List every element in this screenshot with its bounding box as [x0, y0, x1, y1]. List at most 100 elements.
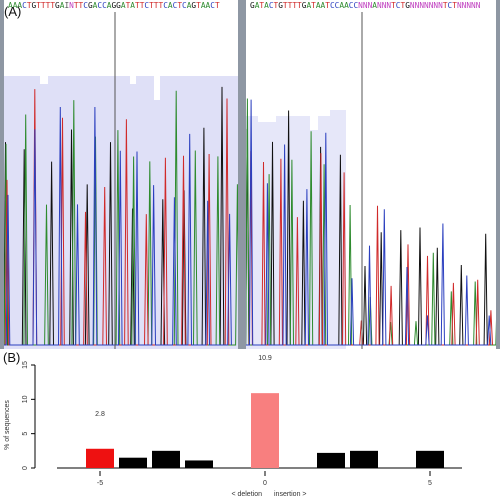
panel-a-label: (A)	[4, 4, 22, 19]
base-letter: N	[414, 1, 420, 10]
y-tick-label: 0	[22, 466, 29, 470]
bar-2	[317, 452, 345, 468]
base-letter: T	[325, 1, 330, 10]
base-letter: N	[433, 1, 439, 10]
x-axis-label-deletion: < deletion	[231, 491, 262, 498]
base-letter: N	[362, 1, 368, 10]
left-chromatogram: AAACTGTTTTGAINTTCGACCAGGATATTCTTTCACTCAG…	[4, 0, 238, 349]
base-letter: A	[254, 1, 260, 10]
base-letter: T	[177, 1, 183, 10]
base-letter: A	[320, 1, 326, 10]
base-letter: A	[8, 1, 13, 10]
base-letter: N	[466, 1, 472, 10]
base-letter: T	[196, 1, 201, 10]
trace-C	[4, 106, 232, 346]
base-letter: A	[264, 1, 269, 10]
x-tick-label: 5	[428, 480, 432, 487]
base-letter: C	[210, 1, 215, 10]
base-letter: N	[424, 1, 429, 10]
bar--5	[86, 448, 114, 468]
base-letter: T	[273, 1, 279, 10]
base-letter: C	[144, 1, 150, 10]
base-letter: C	[22, 1, 27, 10]
base-letter: A	[106, 1, 112, 10]
trace-divider	[238, 0, 246, 349]
base-letter: T	[452, 1, 457, 10]
base-letter: G	[405, 1, 410, 10]
x-axis-label-insertion: insertion >	[274, 491, 307, 498]
base-letter: T	[297, 1, 302, 10]
bars	[86, 393, 444, 468]
base-letter: A	[92, 1, 98, 10]
y-tick-label: 15	[22, 361, 29, 369]
base-letter: C	[102, 1, 107, 10]
x-axis: -5 0 5	[57, 467, 462, 487]
base-letter: I	[64, 1, 70, 10]
y-tick-label: 10	[22, 395, 29, 403]
base-letter: N	[376, 1, 382, 10]
indel-bar-chart: 0 5 10 15 -5 0 5 2.8 10.9 % of sequences < del…	[4, 355, 462, 498]
base-letter: T	[45, 1, 51, 10]
base-letter: T	[125, 1, 131, 10]
base-letter: C	[447, 1, 453, 10]
bar-5	[416, 450, 444, 468]
base-letter: G	[250, 1, 255, 10]
data-labels: 2.8 10.9	[95, 355, 272, 418]
base-letter: T	[36, 1, 41, 10]
base-letter: N	[419, 1, 425, 10]
base-letter: G	[301, 1, 307, 10]
y-tick-label: 5	[22, 432, 29, 436]
right-trace-border	[496, 0, 500, 349]
y-axis-label: % of sequences	[4, 400, 11, 450]
base-letter: T	[442, 1, 448, 10]
base-letter: G	[278, 1, 283, 10]
base-letter: T	[134, 1, 140, 10]
base-letter: A	[120, 1, 126, 10]
base-letter: T	[153, 1, 159, 10]
base-letter: N	[409, 1, 415, 10]
y-axis: 0 5 10 15	[22, 361, 36, 470]
data-label-zero: 10.9	[258, 355, 272, 362]
base-letter: G	[191, 1, 197, 10]
base-letter: T	[287, 1, 293, 10]
base-letter: C	[83, 1, 88, 10]
right-trace-plot	[246, 12, 496, 349]
base-letter: T	[139, 1, 145, 10]
bar-3	[350, 450, 378, 468]
base-letter: T	[292, 1, 298, 10]
base-letter: C	[329, 1, 335, 10]
left-trace-border	[0, 0, 4, 349]
base-letter: A	[372, 1, 377, 10]
x-tick-label: 0	[263, 480, 267, 487]
bar--2	[185, 460, 213, 468]
base-letter: T	[282, 1, 288, 10]
base-letter: N	[381, 1, 387, 10]
base-letter: A	[59, 1, 65, 10]
base-letter: A	[130, 1, 135, 10]
x-tick-label: -5	[97, 480, 103, 487]
base-letter: A	[315, 1, 321, 10]
panel-a-chromatograms: AAACTGTTTTGAINTTCGACCAGGATATTCTTTCACTCAG…	[0, 0, 500, 349]
base-letter: N	[438, 1, 443, 10]
base-letter: G	[31, 1, 37, 10]
base-letter: T	[259, 1, 265, 10]
base-letter: A	[12, 1, 18, 10]
base-letter: C	[97, 1, 103, 10]
base-letter: A	[344, 1, 349, 10]
left-trace-plot	[4, 12, 238, 349]
base-letter: T	[26, 1, 32, 10]
base-letter: T	[400, 1, 406, 10]
right-chromatogram: GATACTGTTTTGATAATCCAACCNNNANNNTCTGNNNNNN…	[246, 0, 496, 349]
base-letter: T	[311, 1, 316, 10]
base-letter: N	[69, 1, 74, 10]
base-letter: T	[73, 1, 79, 10]
base-letter: C	[334, 1, 340, 10]
base-letter: T	[78, 1, 84, 10]
base-letter: T	[149, 1, 154, 10]
base-letter: T	[391, 1, 396, 10]
base-letter: N	[386, 1, 392, 10]
base-letter: C	[395, 1, 401, 10]
base-letter: N	[461, 1, 467, 10]
base-letter: A	[167, 1, 173, 10]
base-letter: N	[367, 1, 373, 10]
